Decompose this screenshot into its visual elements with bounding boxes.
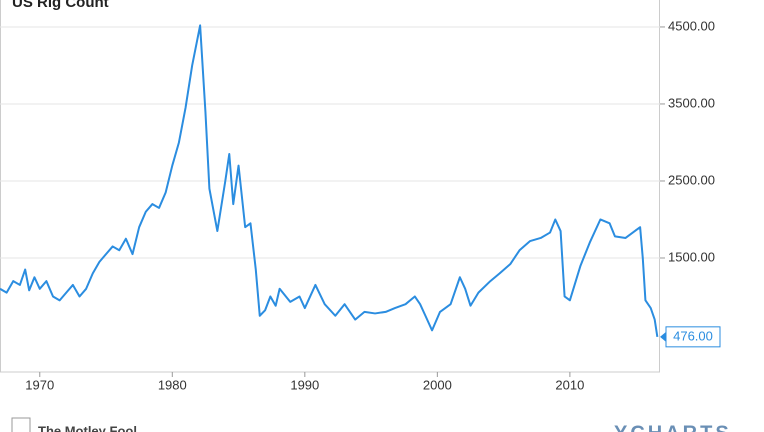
line-series [0, 24, 659, 337]
x-tick-label: 1970 [25, 377, 54, 392]
end-label-pointer [660, 331, 666, 342]
plot-frame [0, 0, 660, 373]
chart-title: US Rig Count [12, 0, 109, 11]
logo-icon [11, 417, 31, 432]
x-tick-label: 1990 [290, 377, 319, 392]
title-bg [2, 0, 162, 14]
end-label: 476.00 [673, 328, 713, 343]
footer-right: YCHARTS [614, 422, 732, 432]
x-tick-label: 1980 [158, 377, 187, 392]
y-tick-label: 3500.00 [668, 95, 715, 110]
grid [0, 26, 660, 259]
y-tick-label: 1500.00 [668, 249, 715, 264]
x-tick-label: 2010 [555, 377, 584, 392]
y-tick-label: 4500.00 [668, 18, 715, 33]
y-tick-label: 2500.00 [668, 172, 715, 187]
x-tick-label: 2000 [423, 377, 452, 392]
footer-left: The Motley Fool [38, 423, 137, 432]
